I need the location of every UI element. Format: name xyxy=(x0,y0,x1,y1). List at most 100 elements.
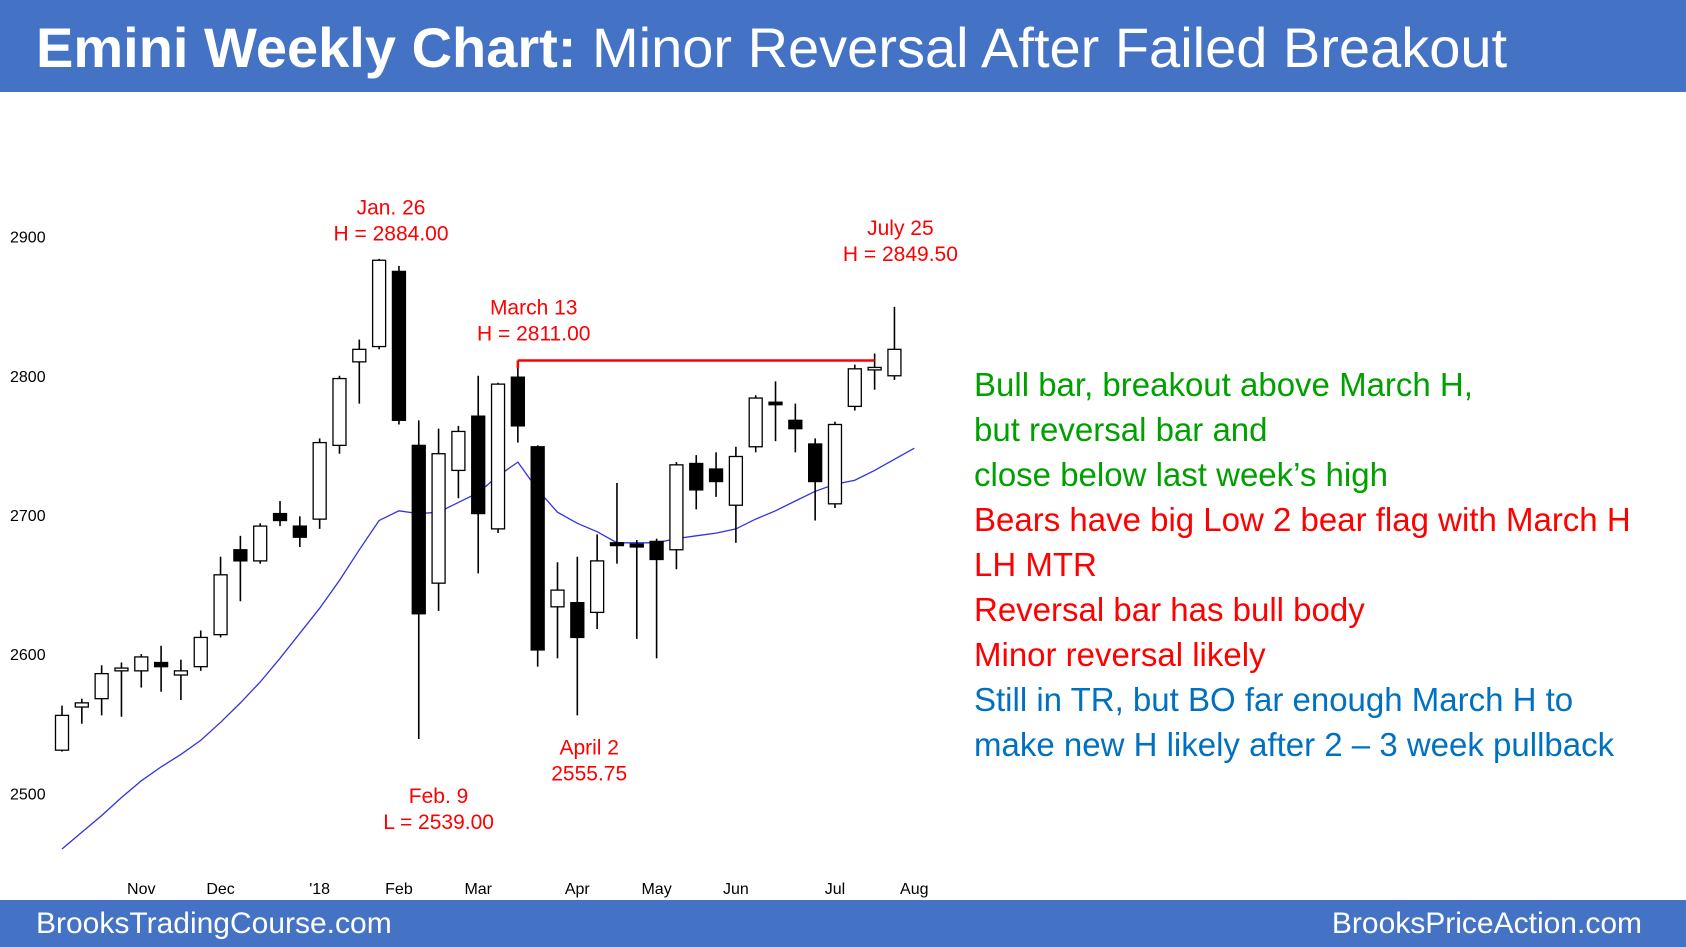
bull-candle-body xyxy=(431,453,446,584)
note-line: Still in TR, but BO far enough March H t… xyxy=(974,681,1574,718)
price-annotation: H = 2849.50 xyxy=(843,243,958,266)
moving-average-line xyxy=(61,447,915,850)
title-bar: Emini Weekly Chart: Minor Reversal After… xyxy=(0,0,1686,92)
candle xyxy=(570,556,585,716)
price-annotation: April 2 xyxy=(559,736,619,759)
bear-candle-body xyxy=(609,542,625,547)
candle xyxy=(550,562,565,659)
bear-candle-body xyxy=(788,419,803,430)
footer-bar: BrooksTradingCourse.com BrooksPriceActio… xyxy=(0,900,1686,947)
bull-candle-body xyxy=(748,397,763,448)
candle xyxy=(94,665,109,716)
candle xyxy=(649,538,664,659)
note-line: Reversal bar has bull body xyxy=(974,591,1365,628)
bear-candle-body xyxy=(629,543,644,548)
x-tick-label: Dec xyxy=(206,881,234,898)
x-tick-label: Mar xyxy=(464,881,492,898)
price-annotation: Jan. 26 xyxy=(357,196,426,219)
candle xyxy=(827,421,843,508)
y-tick-label: 2700 xyxy=(10,508,46,525)
candle xyxy=(530,445,545,667)
candle xyxy=(371,258,387,350)
x-tick-label: Apr xyxy=(565,881,591,898)
bull-candle-body xyxy=(867,366,882,371)
bull-candle-body xyxy=(312,441,327,520)
bear-candle-body xyxy=(471,415,486,515)
bear-candle-body xyxy=(233,549,248,562)
candles-layer xyxy=(54,258,902,752)
note-line: but reversal bar and xyxy=(974,411,1268,448)
page-title: Emini Weekly Chart: Minor Reversal After… xyxy=(36,8,1507,88)
weekly-candlestick-chart: 2500 2600 2700 2800 2900 Nov Dec '18 Feb Mar Apr M… xyxy=(10,196,958,898)
bull-candle-body xyxy=(74,702,89,708)
moving-average-layer xyxy=(61,447,915,850)
candle xyxy=(431,428,446,611)
candle xyxy=(887,306,902,380)
bull-candle-body xyxy=(213,574,228,636)
commentary-notes: Bull bar, breakout above March H, but rev… xyxy=(974,362,1631,767)
bear-candle-body xyxy=(391,270,407,421)
candle xyxy=(847,364,862,411)
price-annotation: July 25 xyxy=(867,217,934,240)
bear-candle-body xyxy=(708,468,724,483)
bull-candle-body xyxy=(887,348,902,377)
candle xyxy=(352,339,367,404)
y-tick-label: 2500 xyxy=(10,786,46,803)
candle xyxy=(332,375,347,454)
bull-candle-body xyxy=(114,667,129,672)
title-rest: Minor Reversal After Failed Breakout xyxy=(576,16,1508,79)
candle xyxy=(54,705,70,752)
note-line: Minor reversal likely xyxy=(974,636,1266,673)
bull-candle-body xyxy=(54,714,70,751)
bull-candle-body xyxy=(589,560,605,614)
bear-candle-body xyxy=(272,512,288,522)
candle xyxy=(213,556,228,638)
x-tick-label: Jul xyxy=(825,881,845,898)
note-line: LH MTR xyxy=(974,546,1097,583)
price-annotation: H = 2884.00 xyxy=(334,222,449,245)
candle xyxy=(589,534,605,630)
bull-candle-body xyxy=(134,656,149,672)
candle xyxy=(609,482,625,564)
candle xyxy=(768,381,783,442)
bull-candle-body xyxy=(728,455,744,506)
candle xyxy=(272,501,288,527)
bear-candle-body xyxy=(510,376,526,427)
bear-candle-body xyxy=(768,401,783,406)
bear-candle-body xyxy=(649,540,664,561)
price-annotation: March 13 xyxy=(490,297,578,320)
bull-candle-body xyxy=(173,670,189,676)
bull-candle-body xyxy=(550,589,565,608)
bull-candle-body xyxy=(371,259,387,348)
candle xyxy=(808,438,823,521)
y-tick-label: 2600 xyxy=(10,647,46,664)
price-annotation: L = 2539.00 xyxy=(383,811,494,834)
bull-candle-body xyxy=(94,672,109,700)
candle xyxy=(748,395,763,453)
candle xyxy=(411,420,426,740)
candle xyxy=(728,446,744,543)
bull-candle-body xyxy=(253,525,268,562)
price-annotation: 2555.75 xyxy=(551,762,627,785)
candle xyxy=(788,403,803,453)
bear-candle-body xyxy=(530,446,545,651)
candle xyxy=(629,540,644,639)
x-axis: Nov Dec '18 Feb Mar Apr May Jun Jul Aug xyxy=(127,881,928,898)
note-line: Bull bar, breakout above March H, xyxy=(974,366,1473,403)
candle xyxy=(173,659,189,701)
candle xyxy=(193,630,208,671)
candle xyxy=(451,425,466,499)
note-line: Bears have big Low 2 bear flag with Marc… xyxy=(974,501,1631,538)
bear-candle-body xyxy=(411,444,426,615)
candle xyxy=(292,516,307,547)
candle xyxy=(391,265,407,425)
bull-candle-body xyxy=(847,368,862,408)
x-tick-label: Feb xyxy=(385,881,413,898)
bear-candle-body xyxy=(292,525,307,538)
bull-candle-body xyxy=(332,377,347,447)
y-axis: 2500 2600 2700 2800 2900 xyxy=(10,230,46,804)
y-tick-label: 2800 xyxy=(10,369,46,386)
title-bold: Emini Weekly Chart: xyxy=(36,16,577,79)
x-tick-label: Nov xyxy=(127,881,155,898)
price-annotation: H = 2811.00 xyxy=(477,323,590,346)
